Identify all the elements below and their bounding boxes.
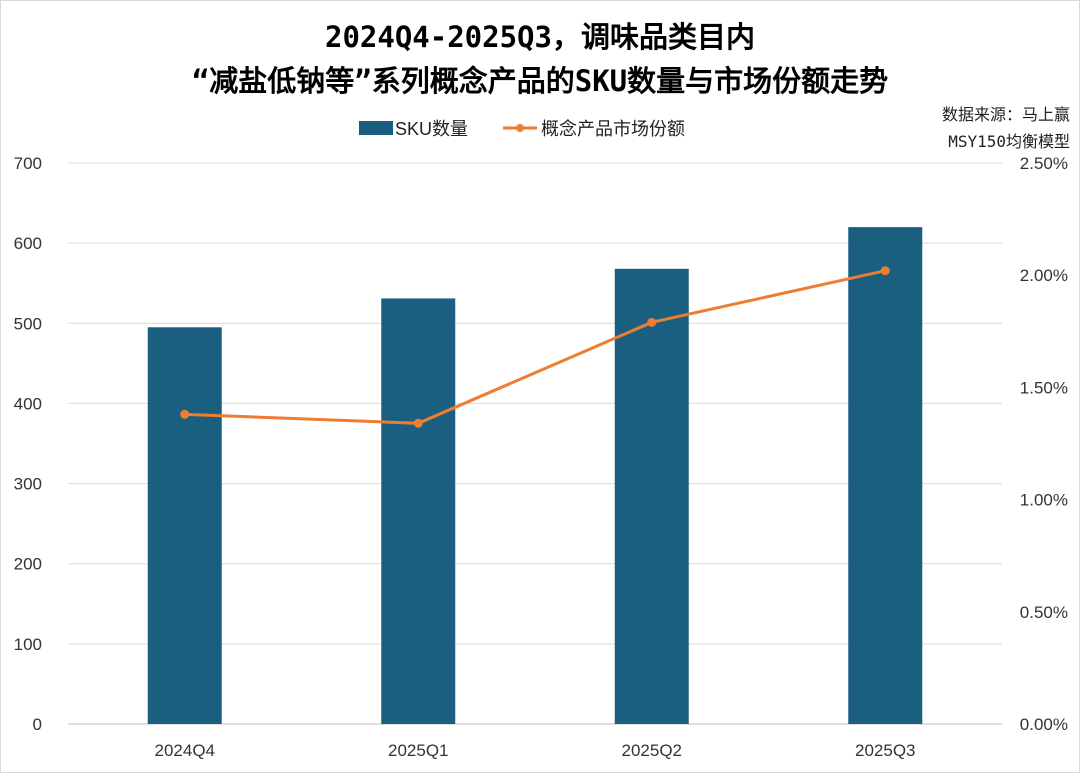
left-tick-label: 500 <box>14 314 42 333</box>
legend-marker-share <box>516 124 524 132</box>
bar-sku-2024Q4 <box>147 327 222 724</box>
legend-label-sku: SKU数量 <box>395 119 468 139</box>
left-tick-label: 300 <box>14 475 42 494</box>
right-tick-label: 1.50% <box>1020 378 1068 397</box>
point-share-2025Q3 <box>880 266 890 276</box>
left-tick-label: 0 <box>33 715 42 734</box>
bar-sku-2025Q3 <box>848 227 923 724</box>
x-tick-label: 2025Q1 <box>388 741 449 760</box>
right-tick-label: 2.00% <box>1020 266 1068 285</box>
point-share-2025Q2 <box>647 317 657 327</box>
point-share-2025Q1 <box>413 418 423 428</box>
x-tick-label: 2024Q4 <box>155 741 216 760</box>
left-tick-label: 200 <box>14 555 42 574</box>
right-tick-label: 1.00% <box>1020 491 1068 510</box>
chart-title-line2: “减盐低钠等”系列概念产品的SKU数量与市场份额走势 <box>191 64 889 98</box>
legend: SKU数量 概念产品市场份额 <box>359 118 685 139</box>
chart-title-line1: 2024Q4-2025Q3，调味品类目内 <box>325 20 755 54</box>
source-line2: MSY150均衡模型 <box>948 132 1070 151</box>
left-tick-label: 600 <box>14 234 42 253</box>
right-tick-label: 2.50% <box>1020 154 1068 173</box>
bar-sku-2025Q1 <box>381 298 456 724</box>
source-line1: 数据来源：马上赢 <box>941 105 1070 124</box>
right-tick-label: 0.50% <box>1020 603 1068 622</box>
left-tick-label: 100 <box>14 635 42 654</box>
legend-swatch-sku <box>359 121 393 135</box>
right-tick-label: 0.00% <box>1020 715 1068 734</box>
x-tick-label: 2025Q2 <box>622 741 683 760</box>
line-market-share <box>184 269 886 425</box>
point-share-2024Q4 <box>180 409 190 419</box>
left-tick-label: 700 <box>14 154 42 173</box>
x-tick-label: 2025Q3 <box>855 741 916 760</box>
left-tick-label: 400 <box>14 394 42 413</box>
bar-sku-2025Q2 <box>614 268 689 724</box>
legend-label-share: 概念产品市场份额 <box>541 118 685 139</box>
